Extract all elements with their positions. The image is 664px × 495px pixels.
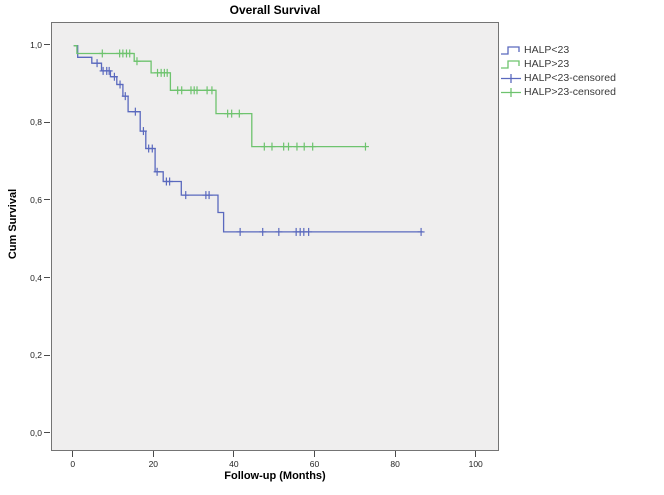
y-tick-mark bbox=[44, 199, 50, 201]
x-tick-mark bbox=[152, 451, 154, 457]
legend-item: HALP>23-censored bbox=[500, 85, 616, 99]
x-tick-label: 60 bbox=[309, 459, 320, 469]
survival-curve-halp-23 bbox=[73, 45, 423, 233]
legend-item: HALP>23 bbox=[500, 57, 616, 71]
step-line-glyph bbox=[501, 45, 520, 55]
x-tick-mark bbox=[72, 451, 74, 457]
y-tick-label: 0,4 bbox=[30, 272, 42, 283]
x-tick-mark bbox=[475, 451, 477, 457]
step-line-icon bbox=[501, 59, 520, 69]
censor-plus-icon bbox=[501, 73, 521, 83]
x-tick-mark bbox=[394, 451, 396, 457]
y-tick-mark bbox=[44, 44, 50, 46]
step-line-icon bbox=[501, 45, 520, 55]
legend-item: HALP<23-censored bbox=[500, 71, 616, 85]
censor-marks-halp-23 bbox=[98, 49, 369, 151]
legend: HALP<23 HALP>23 HALP<23-censored HALP>23-ce… bbox=[500, 43, 616, 99]
x-axis-label: Follow-up (Months) bbox=[224, 470, 326, 482]
censor-plus-icon bbox=[501, 87, 521, 97]
y-tick-mark bbox=[44, 354, 50, 356]
x-tick-mark bbox=[233, 451, 235, 457]
legend-item: HALP<23 bbox=[500, 43, 616, 57]
y-tick-label: 0,6 bbox=[30, 194, 42, 205]
y-axis-label: Cum Survival bbox=[7, 188, 19, 260]
legend-label: HALP<23 bbox=[524, 44, 570, 56]
plot-area bbox=[51, 22, 499, 451]
y-tick-label: 0,2 bbox=[30, 350, 42, 361]
x-tick-label: 0 bbox=[70, 459, 76, 469]
chart-title: Overall Survival bbox=[229, 3, 321, 17]
x-tick-mark bbox=[314, 451, 315, 457]
y-tick-mark bbox=[44, 121, 50, 123]
x-tick-label: 20 bbox=[148, 459, 159, 469]
y-tick-label: 1,0 bbox=[30, 39, 42, 50]
y-tick-mark bbox=[44, 277, 50, 278]
y-tick-label: 0,8 bbox=[30, 117, 42, 128]
legend-label: HALP>23 bbox=[524, 58, 570, 70]
x-tick-label: 100 bbox=[468, 459, 483, 469]
x-tick-label: 80 bbox=[390, 459, 400, 469]
y-tick-mark bbox=[44, 432, 50, 434]
legend-label: HALP>23-censored bbox=[524, 86, 616, 98]
survival-curve-halp-23 bbox=[73, 45, 367, 148]
y-tick-label: 0,0 bbox=[30, 427, 42, 438]
legend-label: HALP<23-censored bbox=[524, 72, 616, 84]
survival-curves-canvas bbox=[73, 45, 425, 236]
x-tick-label: 40 bbox=[229, 459, 239, 469]
step-line-glyph bbox=[501, 59, 520, 69]
censor-marks-halp-23 bbox=[93, 59, 425, 236]
